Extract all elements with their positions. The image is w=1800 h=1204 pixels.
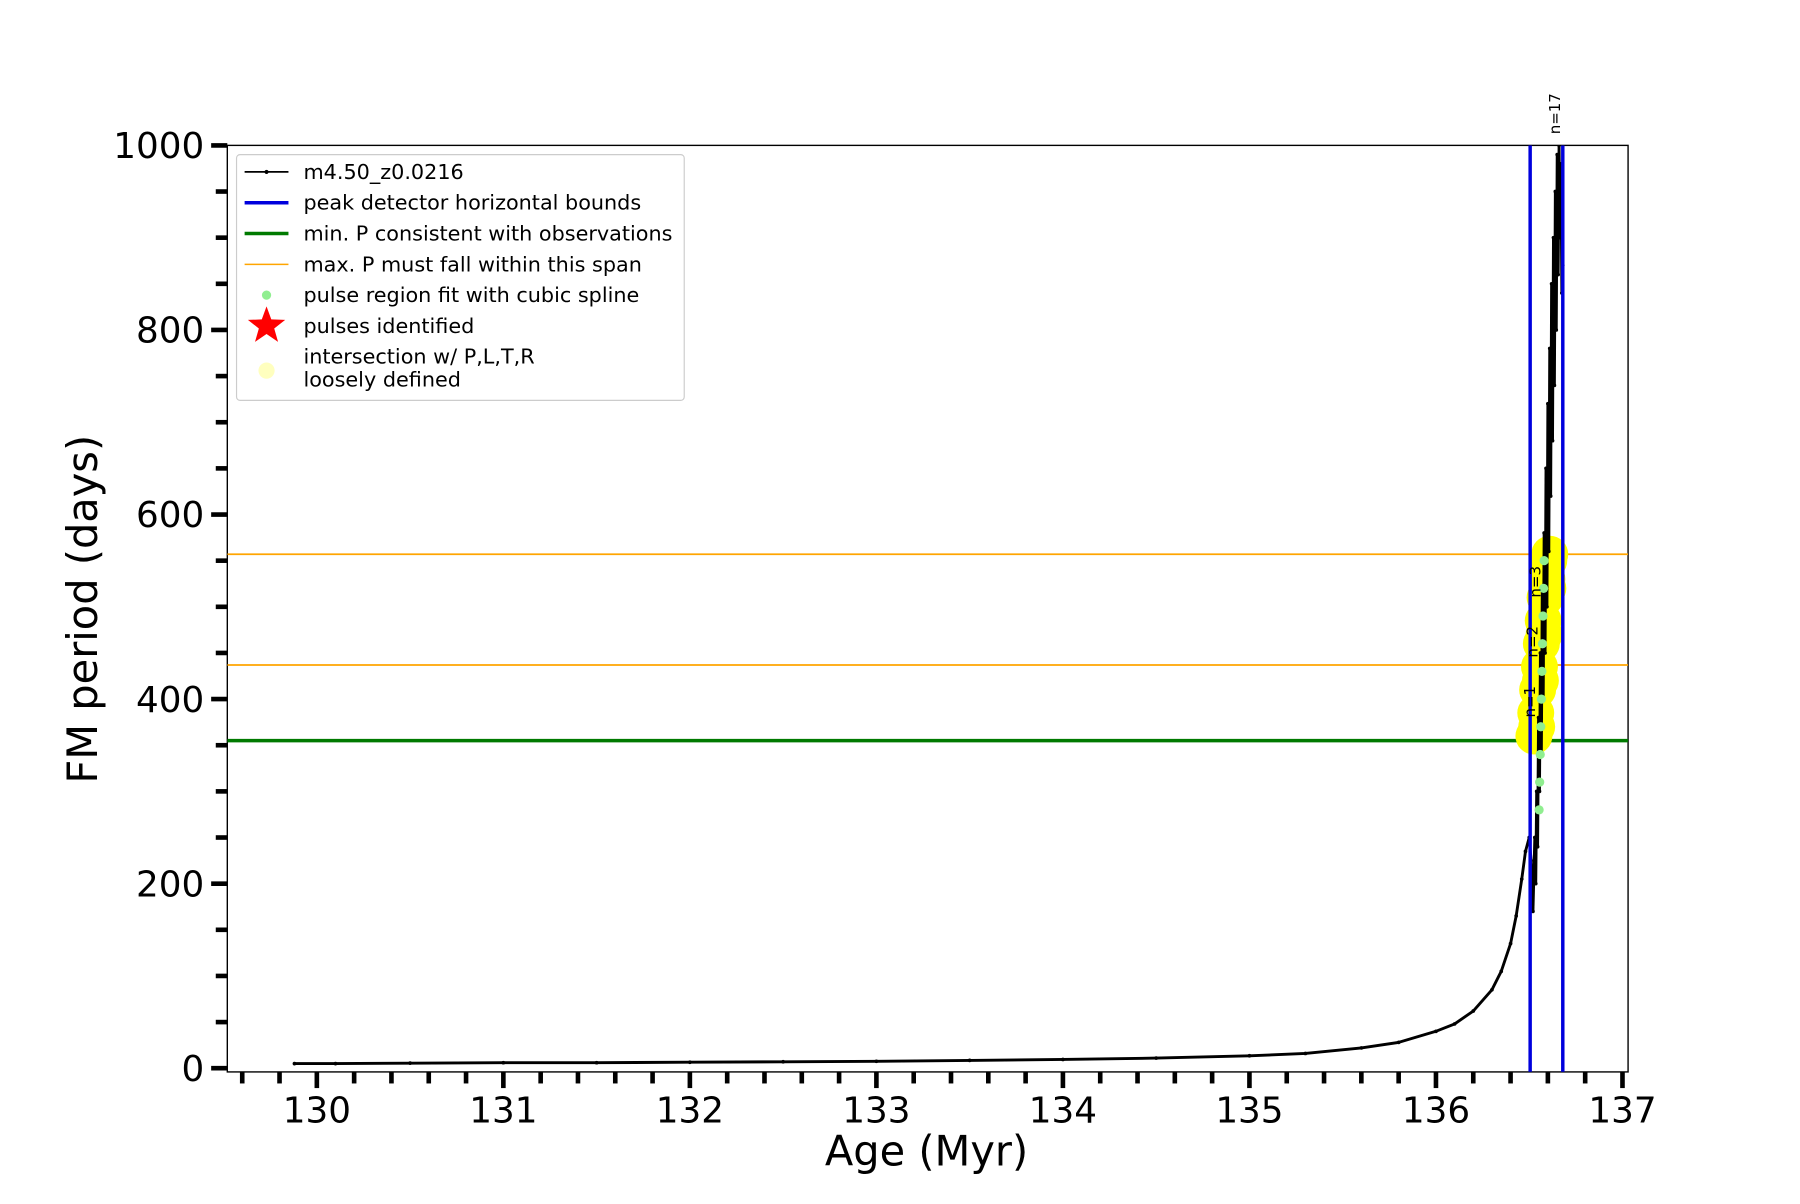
data-point <box>1534 789 1539 794</box>
plot-area: n=1 n=2 n=3 <box>227 145 1629 1072</box>
spline-point <box>1536 694 1546 704</box>
data-point <box>1548 494 1553 498</box>
y-tick-label: 800 <box>136 311 204 352</box>
data-point <box>1558 235 1562 240</box>
data-point <box>1555 152 1560 157</box>
data-point <box>1490 987 1494 992</box>
y-tick-label: 200 <box>136 864 204 905</box>
data-point <box>1556 272 1560 277</box>
data-point <box>501 1060 506 1065</box>
data-point <box>1543 651 1547 655</box>
data-point <box>1544 466 1548 471</box>
legend-handle <box>264 169 269 174</box>
data-point <box>1551 235 1556 240</box>
data-point <box>874 1059 879 1064</box>
spline-point <box>1535 777 1545 787</box>
data-point <box>1471 1009 1476 1013</box>
data-point <box>1550 438 1555 443</box>
legend-handle <box>261 290 272 300</box>
data-point <box>1154 1056 1159 1060</box>
spline-point <box>1535 749 1545 760</box>
data-point <box>688 1060 692 1065</box>
data-point <box>1554 328 1559 332</box>
data-point <box>1545 604 1549 609</box>
spline-point <box>1538 583 1549 593</box>
y-tick-label: 1000 <box>113 126 204 167</box>
spline-point <box>1538 611 1548 621</box>
spline-point <box>1537 639 1548 649</box>
y-tick-label: 400 <box>136 680 204 721</box>
data-point <box>1552 383 1557 388</box>
data-point <box>1247 1053 1252 1058</box>
x-axis-label: Age (Myr) <box>825 1126 1028 1175</box>
data-point <box>1546 549 1551 554</box>
spline-point <box>1539 556 1549 566</box>
data-point <box>1396 1040 1401 1045</box>
data-point <box>1359 1046 1364 1050</box>
spline-point <box>1537 666 1547 677</box>
data-point <box>1452 1022 1457 1026</box>
data-point <box>594 1060 599 1065</box>
legend-label: pulse region fit with cubic spline <box>303 283 639 307</box>
legend-label: min. P consistent with observations <box>303 221 672 245</box>
annotation: n=3 <box>1526 566 1544 598</box>
legend-label: m4.50_z0.0216 <box>303 160 463 185</box>
legend-label: pulses identified <box>303 314 474 338</box>
data-point <box>1537 789 1542 794</box>
x-tick-label: 134 <box>1029 1091 1097 1132</box>
data-point <box>1508 941 1513 946</box>
data-point <box>1542 531 1546 535</box>
data-point <box>1549 281 1554 286</box>
data-point <box>1538 651 1543 655</box>
data-point <box>1434 1029 1438 1034</box>
y-axis-label: FM period (days) <box>58 435 107 784</box>
x-tick-label: 131 <box>469 1091 537 1132</box>
x-tick-label: 135 <box>1215 1091 1283 1132</box>
x-tick-label: 132 <box>656 1091 724 1132</box>
data-point <box>1547 346 1552 351</box>
data-point <box>1303 1051 1308 1056</box>
legend-label: max. P must fall within this span <box>303 252 641 276</box>
data-point <box>1531 909 1535 914</box>
data-point <box>967 1058 972 1063</box>
legend-box <box>235 154 685 401</box>
legend-label: intersection w/ P,L,T,R loosely defined <box>303 345 534 392</box>
y-tick-label: 0 <box>181 1049 204 1090</box>
data-point <box>1536 715 1541 720</box>
annotation: n=17 <box>1546 93 1564 134</box>
data-point <box>333 1061 338 1066</box>
annotation: n=1 <box>1521 686 1539 718</box>
data-point <box>781 1059 785 1064</box>
x-tick-label: 136 <box>1402 1091 1470 1132</box>
data-point <box>408 1061 412 1066</box>
data-point <box>1553 189 1558 194</box>
x-tick-label: 137 <box>1588 1091 1656 1132</box>
y-tick-label: 600 <box>136 495 204 536</box>
legend-handle <box>247 306 286 342</box>
spline-point <box>1536 722 1546 732</box>
x-tick-label: 130 <box>283 1091 351 1132</box>
data-point <box>1061 1057 1065 1062</box>
spline-point <box>1534 805 1544 815</box>
legend-label: peak detector horizontal bounds <box>303 191 641 215</box>
annotation: n=2 <box>1524 626 1542 658</box>
data-point <box>1523 849 1528 854</box>
data-point <box>1533 881 1538 886</box>
data-point <box>1514 914 1519 918</box>
data-point <box>292 1061 297 1066</box>
legend-handle <box>258 362 275 379</box>
data-point <box>1499 969 1504 974</box>
data-point <box>1546 401 1550 406</box>
data-point <box>1535 844 1540 849</box>
x-tick-label: 133 <box>842 1091 910 1132</box>
data-point <box>1532 835 1537 840</box>
data-point <box>1557 145 1561 148</box>
data-point <box>1519 877 1524 881</box>
